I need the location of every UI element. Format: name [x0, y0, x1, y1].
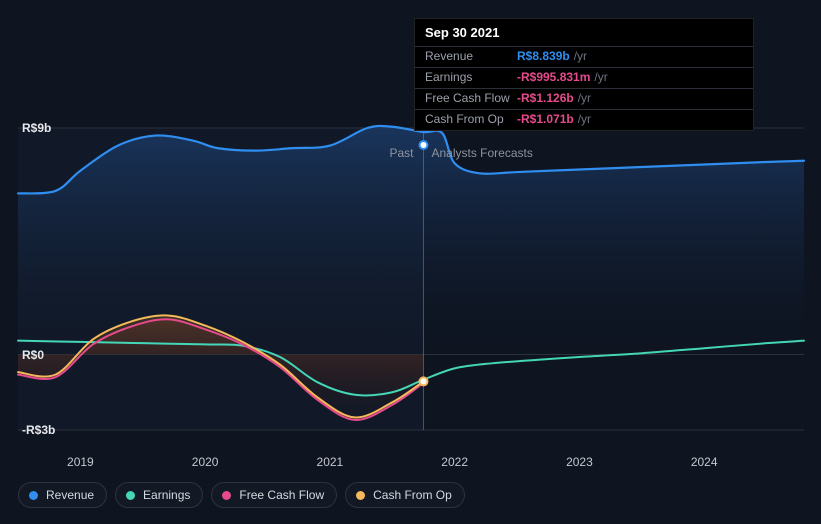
- x-tick-label: 2019: [67, 455, 94, 469]
- legend-item-label: Free Cash Flow: [239, 488, 324, 502]
- chart-container: R$9b R$0 -R$3b 201920202021202220232024 …: [0, 0, 821, 524]
- tooltip-row-unit: /yr: [594, 70, 607, 84]
- x-tick-label: 2022: [441, 455, 468, 469]
- x-tick-label: 2021: [317, 455, 344, 469]
- legend: Revenue Earnings Free Cash Flow Cash From O…: [18, 482, 465, 508]
- tooltip-row-label: Revenue: [425, 49, 517, 63]
- tooltip-row: RevenueR$8.839b/yr: [415, 46, 753, 67]
- legend-item-label: Cash From Op: [373, 488, 452, 502]
- legend-dot-icon: [29, 491, 38, 500]
- legend-item-earnings[interactable]: Earnings: [115, 482, 203, 508]
- region-label-past: Past: [389, 146, 413, 160]
- y-label-max: R$9b: [22, 121, 51, 135]
- x-tick-label: 2024: [691, 455, 718, 469]
- legend-item-label: Earnings: [143, 488, 190, 502]
- legend-item-revenue[interactable]: Revenue: [18, 482, 107, 508]
- legend-item-cfo[interactable]: Cash From Op: [345, 482, 465, 508]
- tooltip-row-value: -R$1.071b: [517, 112, 574, 126]
- legend-item-fcf[interactable]: Free Cash Flow: [211, 482, 337, 508]
- legend-dot-icon: [222, 491, 231, 500]
- tooltip-row-value: R$8.839b: [517, 49, 570, 63]
- tooltip: Sep 30 2021 RevenueR$8.839b/yrEarnings-R…: [414, 18, 754, 131]
- tooltip-row-unit: /yr: [578, 112, 591, 126]
- tooltip-row: Cash From Op-R$1.071b/yr: [415, 109, 753, 130]
- y-label-min: -R$3b: [22, 423, 55, 437]
- tooltip-row-unit: /yr: [574, 49, 587, 63]
- tooltip-row-value: -R$995.831m: [517, 70, 590, 84]
- chart-stage: R$9b R$0 -R$3b 201920202021202220232024 …: [0, 0, 821, 524]
- legend-dot-icon: [126, 491, 135, 500]
- tooltip-row-label: Earnings: [425, 70, 517, 84]
- tooltip-row-label: Cash From Op: [425, 112, 517, 126]
- tooltip-title: Sep 30 2021: [415, 19, 753, 46]
- x-tick-label: 2020: [192, 455, 219, 469]
- legend-item-label: Revenue: [46, 488, 94, 502]
- region-label-forecast: Analysts Forecasts: [431, 146, 532, 160]
- tooltip-row-unit: /yr: [578, 91, 591, 105]
- tooltip-row-value: -R$1.126b: [517, 91, 574, 105]
- tooltip-row: Earnings-R$995.831m/yr: [415, 67, 753, 88]
- y-label-zero: R$0: [22, 348, 44, 362]
- x-tick-label: 2023: [566, 455, 593, 469]
- legend-dot-icon: [356, 491, 365, 500]
- tooltip-row-label: Free Cash Flow: [425, 91, 517, 105]
- tooltip-row: Free Cash Flow-R$1.126b/yr: [415, 88, 753, 109]
